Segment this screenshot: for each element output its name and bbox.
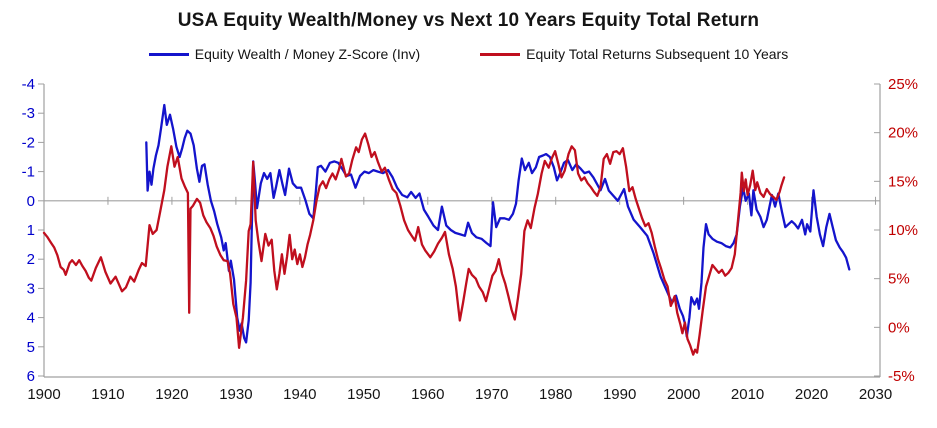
y-right-tick-label: -5% <box>888 368 915 385</box>
y-right-tick-label: 5% <box>888 271 910 288</box>
axes-layer <box>38 83 881 378</box>
y-right-tick-label: 10% <box>888 222 918 239</box>
x-tick-label: 2010 <box>731 386 764 403</box>
x-tick-label: 1900 <box>27 386 60 403</box>
x-tick-label: 1930 <box>219 386 252 403</box>
x-tick-label: 1920 <box>155 386 188 403</box>
x-tick-label: 1980 <box>539 386 572 403</box>
y-right-tick-label: 25% <box>888 76 918 93</box>
y-left-tick-label: 4 <box>27 310 35 327</box>
x-tick-label: 1910 <box>91 386 124 403</box>
x-tick-label: 1960 <box>411 386 444 403</box>
axis-labels-layer: -4 -3 -2 -1 0 1 2 3 4 5 6 25% 20% 15% 10% 5% 0% -5% 1900 19… <box>22 76 918 403</box>
y-left-tick-label: 0 <box>27 193 35 210</box>
x-tick-label: 1970 <box>475 386 508 403</box>
y-left-tick-label: 6 <box>27 368 35 385</box>
y-left-tick-label: 3 <box>27 280 35 297</box>
x-tick-label: 2000 <box>667 386 700 403</box>
zscore-line-swatch <box>148 52 189 56</box>
x-tick-label: 1990 <box>603 386 636 403</box>
legend-item-returns: Equity Total Returns Subsequent 10 Years <box>480 46 788 62</box>
y-right-tick-label: 20% <box>888 125 918 142</box>
y-left-tick-label: -2 <box>22 134 35 151</box>
chart-legend: Equity Wealth / Money Z-Score (Inv) Equi… <box>0 46 937 62</box>
x-tick-label: 1940 <box>283 386 316 403</box>
y-left-tick-label: -3 <box>22 105 35 122</box>
legend-label-zscore: Equity Wealth / Money Z-Score (Inv) <box>194 46 421 62</box>
series-layer <box>42 103 851 356</box>
x-tick-label: 1950 <box>347 386 380 403</box>
y-left-tick-label: -4 <box>22 76 35 93</box>
y-right-tick-label: 15% <box>888 173 918 190</box>
chart-title: USA Equity Wealth/Money vs Next 10 Years… <box>177 10 760 31</box>
y-left-tick-label: 5 <box>27 339 35 356</box>
returns-line-swatch <box>480 52 521 56</box>
x-tick-label: 2020 <box>795 386 828 403</box>
legend-item-zscore: Equity Wealth / Money Z-Score (Inv) <box>148 46 421 62</box>
legend-label-returns: Equity Total Returns Subsequent 10 Years <box>526 46 789 62</box>
y-left-tick-label: 1 <box>27 222 35 239</box>
y-left-tick-label: 2 <box>27 251 35 268</box>
returns-line <box>42 132 786 356</box>
y-right-tick-label: 0% <box>888 319 910 336</box>
x-tick-label: 2030 <box>859 386 892 403</box>
y-left-tick-label: -1 <box>22 164 35 181</box>
